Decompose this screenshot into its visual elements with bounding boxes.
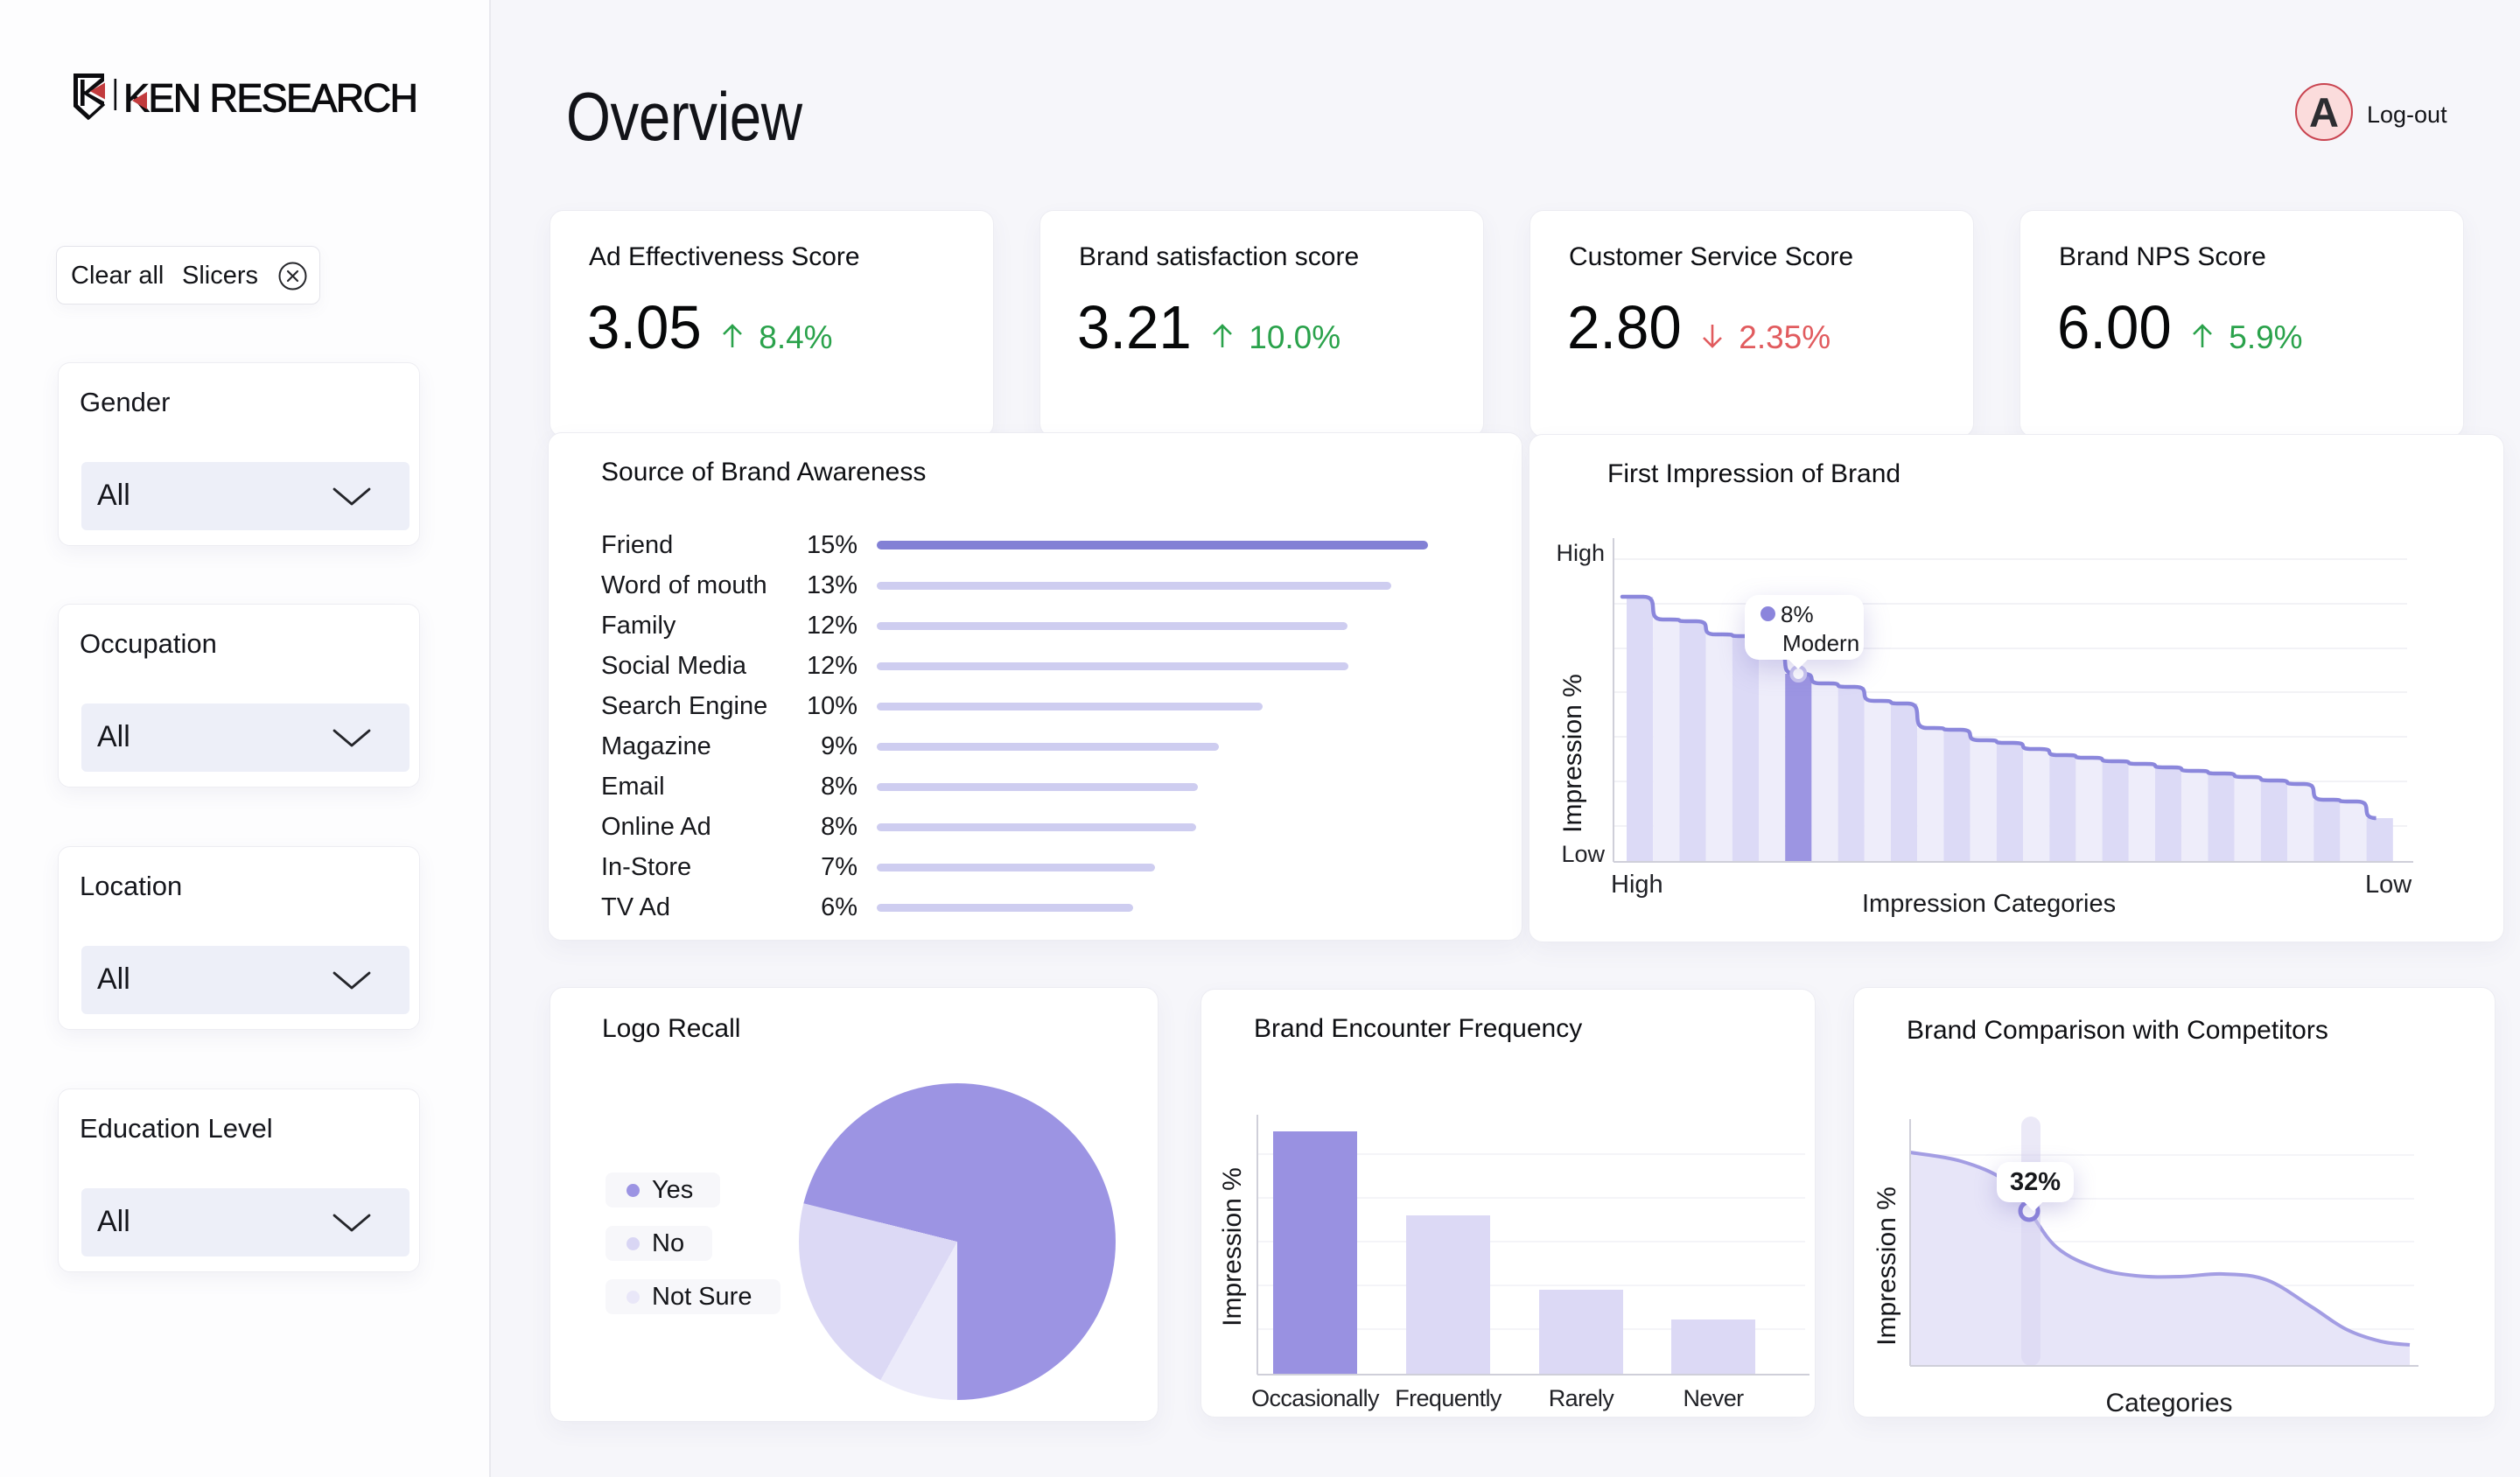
svg-text:KEN RESEARCH: KEN RESEARCH (123, 76, 418, 121)
